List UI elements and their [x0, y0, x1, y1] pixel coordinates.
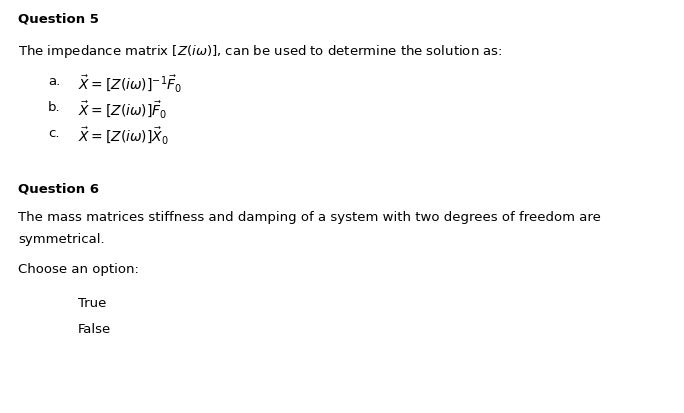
Text: c.: c. — [48, 127, 60, 140]
Text: The mass matrices stiffness and damping of a system with two degrees of freedom : The mass matrices stiffness and damping … — [18, 211, 601, 224]
Text: $\vec{X} = [Z(i\omega)]\vec{F}_0$: $\vec{X} = [Z(i\omega)]\vec{F}_0$ — [78, 100, 168, 121]
Text: $\vec{X} = [Z(i\omega)]^{-1}\vec{F}_0$: $\vec{X} = [Z(i\omega)]^{-1}\vec{F}_0$ — [78, 74, 182, 95]
Text: symmetrical.: symmetrical. — [18, 233, 105, 246]
Text: False: False — [78, 323, 111, 336]
Text: b.: b. — [48, 101, 61, 114]
Text: Choose an option:: Choose an option: — [18, 263, 139, 276]
Text: The impedance matrix [$Z(i\omega)$], can be used to determine the solution as:: The impedance matrix [$Z(i\omega)$], can… — [18, 43, 503, 60]
Text: Question 6: Question 6 — [18, 183, 99, 196]
Text: True: True — [78, 297, 107, 310]
Text: $\vec{X} = [Z(i\omega)]\vec{X}_0$: $\vec{X} = [Z(i\omega)]\vec{X}_0$ — [78, 126, 169, 147]
Text: Question 5: Question 5 — [18, 13, 99, 26]
Text: a.: a. — [48, 75, 60, 88]
